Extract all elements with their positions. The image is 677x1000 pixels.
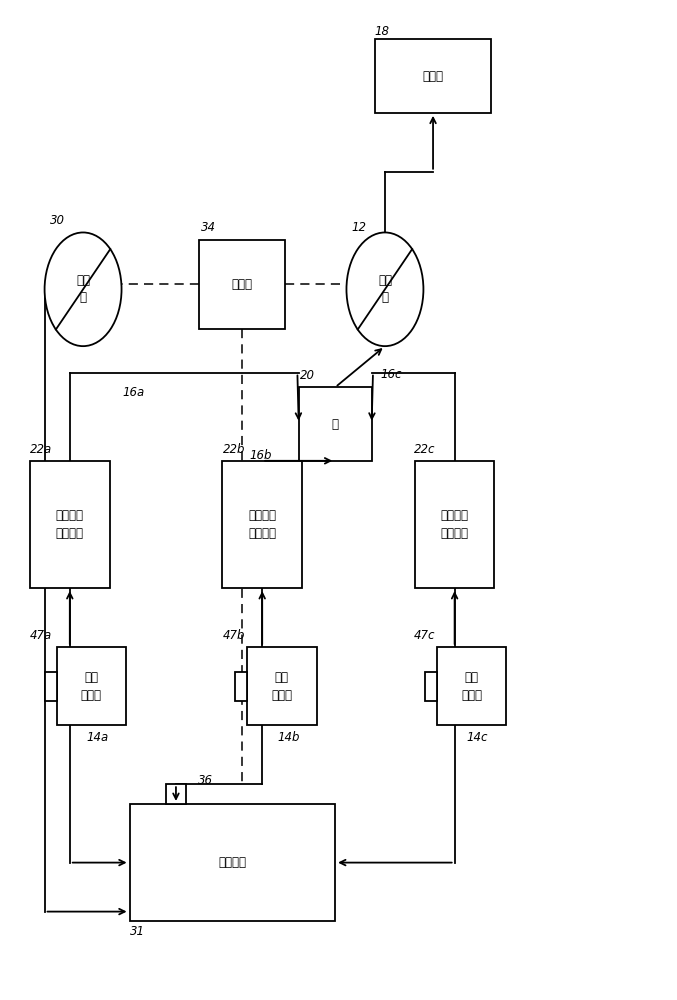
Text: 47b: 47b <box>223 629 246 642</box>
Text: 34: 34 <box>200 221 215 234</box>
Text: 真空
泵: 真空 泵 <box>76 274 90 304</box>
Bar <box>415 461 494 588</box>
Text: 22b: 22b <box>223 443 246 456</box>
Text: 16b: 16b <box>249 449 271 462</box>
Text: 色譜柱: 色譜柱 <box>422 70 443 83</box>
Text: 30: 30 <box>50 214 65 227</box>
Bar <box>437 647 506 725</box>
Text: 流體
儲存器: 流體 儲存器 <box>461 671 482 702</box>
Text: 流體
泵: 流體 泵 <box>378 274 392 304</box>
Bar <box>199 240 286 328</box>
Bar <box>299 387 372 461</box>
Circle shape <box>347 232 423 346</box>
Bar <box>30 461 110 588</box>
Bar <box>223 461 302 588</box>
Text: 20: 20 <box>300 369 315 382</box>
Bar <box>247 647 317 725</box>
Text: 36: 36 <box>198 774 213 787</box>
Text: 流體
儲存器: 流體 儲存器 <box>81 671 102 702</box>
Bar <box>235 672 247 701</box>
Text: 47c: 47c <box>414 629 435 642</box>
Text: 14a: 14a <box>87 731 108 744</box>
Text: 22a: 22a <box>30 443 52 456</box>
Text: 22c: 22c <box>414 443 435 456</box>
Text: 流體
儲存器: 流體 儲存器 <box>271 671 292 702</box>
Text: 閥: 閥 <box>332 418 338 431</box>
Text: 18: 18 <box>374 25 389 38</box>
Bar <box>129 804 335 921</box>
Text: 控制器: 控制器 <box>232 278 253 291</box>
Text: 輸送管線
除氣裝置: 輸送管線 除氣裝置 <box>441 509 468 540</box>
Bar <box>375 39 491 113</box>
Text: 真空裝置: 真空裝置 <box>219 856 246 869</box>
Bar <box>424 672 437 701</box>
Text: 47a: 47a <box>30 629 52 642</box>
Bar <box>45 672 57 701</box>
Text: 輸送管線
除氣裝置: 輸送管線 除氣裝置 <box>248 509 276 540</box>
Text: 31: 31 <box>130 925 145 938</box>
Text: 16a: 16a <box>123 386 145 399</box>
Text: 輸送管線
除氣裝置: 輸送管線 除氣裝置 <box>56 509 84 540</box>
Text: 12: 12 <box>352 221 367 234</box>
Text: 14c: 14c <box>466 731 488 744</box>
Bar <box>57 647 126 725</box>
Bar <box>166 784 186 804</box>
Text: 14b: 14b <box>278 731 300 744</box>
Text: 16c: 16c <box>380 368 401 381</box>
Circle shape <box>45 232 122 346</box>
